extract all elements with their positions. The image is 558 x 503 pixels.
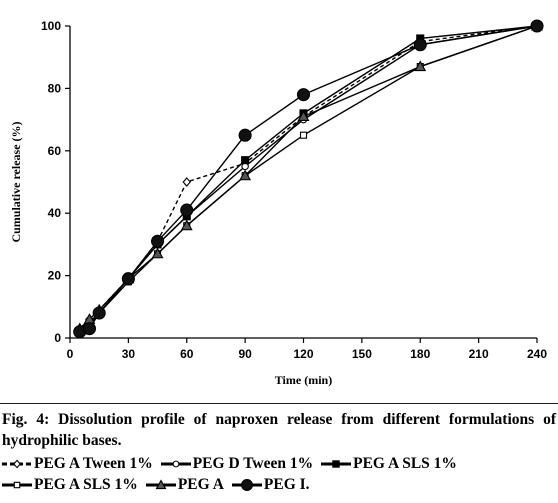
legend-swatch <box>145 479 176 490</box>
series-layer <box>73 19 544 339</box>
series-2 <box>75 22 541 333</box>
data-point <box>180 203 194 217</box>
legend-row: PEG A Tween 1% PEG D Tween 1% PEG A SLS 1% <box>0 454 457 477</box>
legend-swatch <box>231 479 262 491</box>
legend-swatch <box>321 460 352 468</box>
legend-item: PEG I. <box>230 475 310 495</box>
series-line <box>79 25 538 333</box>
data-point <box>238 128 252 142</box>
x-tick-label: 210 <box>469 347 489 361</box>
legend-item: PEG A <box>144 475 224 495</box>
legend-label: PEG D Tween 1% <box>192 455 314 472</box>
legend-swatch <box>160 460 191 468</box>
data-point <box>530 19 544 33</box>
data-point <box>92 306 106 320</box>
legend-label: PEG A SLS 1% <box>353 455 457 472</box>
series-3 <box>75 21 542 336</box>
x-tick-label: 120 <box>293 347 313 361</box>
legend-label: PEG I. <box>263 476 310 493</box>
data-point <box>121 272 135 286</box>
y-tick-label: 60 <box>48 144 62 158</box>
series-6 <box>73 19 544 339</box>
x-tick-label: 0 <box>67 347 74 361</box>
x-tick-label: 30 <box>122 347 136 361</box>
legend-label: PEG A SLS 1% <box>34 476 138 493</box>
legend-item: PEG A SLS 1% <box>0 475 138 495</box>
series-line <box>79 25 538 330</box>
legend-marker <box>172 460 180 468</box>
series-line <box>79 25 538 333</box>
data-point <box>299 131 308 139</box>
chart-axes <box>69 26 537 339</box>
series-5 <box>73 19 543 334</box>
data-point <box>413 38 427 52</box>
legend-marker <box>13 481 21 489</box>
legend-marker <box>13 459 21 469</box>
legend-item: PEG A Tween 1% <box>0 454 153 474</box>
data-point <box>414 60 427 72</box>
data-point <box>180 219 193 231</box>
x-axis-title: Time (min) <box>275 373 332 387</box>
data-point <box>239 169 252 181</box>
data-point <box>82 322 97 336</box>
series-1 <box>75 21 542 337</box>
legend-marker <box>155 479 167 490</box>
y-tick-label: 20 <box>48 269 62 283</box>
series-line <box>79 25 538 333</box>
y-tick-label: 100 <box>41 19 61 33</box>
legend-marker <box>240 479 253 491</box>
caption-text: Fig. 4: Dissolution profile of naproxen … <box>2 411 556 449</box>
chart: 0 30 60 90 120 150 180 210 240 0 20 40 60 80 100 Cumul… <box>9 19 547 387</box>
x-tick-label: 180 <box>410 347 430 361</box>
y-tick-label: 80 <box>48 81 62 95</box>
legend-swatch <box>2 481 32 489</box>
y-tick-label: 0 <box>54 331 61 345</box>
legend-label: PEG A <box>177 476 224 493</box>
legend-swatch <box>2 459 32 469</box>
x-tick-label: 60 <box>180 347 194 361</box>
data-point <box>241 156 250 165</box>
series-4 <box>76 22 541 336</box>
x-tick-label: 90 <box>238 347 252 361</box>
axis-ticks: 0 30 60 90 120 150 180 210 240 0 20 40 60 80 100 <box>41 19 547 361</box>
legend-marker <box>332 460 340 468</box>
x-tick-label: 150 <box>352 347 372 361</box>
x-tick-label: 240 <box>527 347 547 361</box>
series-line <box>79 25 538 333</box>
legend-label: PEG A Tween 1% <box>34 455 153 472</box>
series-line <box>79 25 538 330</box>
legend-item: PEG D Tween 1% <box>159 454 313 474</box>
y-axis-title: Cumulative release (%) <box>9 121 23 242</box>
caption-divider <box>0 403 558 404</box>
data-point <box>151 247 164 259</box>
figure-caption: Fig. 4: Dissolution profile of naproxen … <box>0 403 558 503</box>
y-tick-label: 40 <box>48 206 62 220</box>
legend-row: PEG A SLS 1% PEG A PEG I. <box>0 475 310 498</box>
data-point <box>151 234 165 248</box>
data-point <box>297 110 310 122</box>
data-point <box>296 88 311 102</box>
data-point <box>182 177 191 187</box>
legend-item: PEG A SLS 1% <box>319 454 457 474</box>
